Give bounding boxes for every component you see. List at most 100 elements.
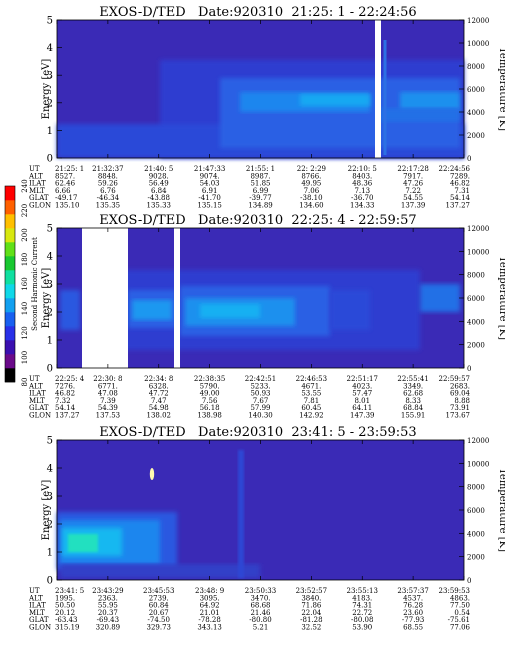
- ephemeris-cell: 68.84: [403, 404, 424, 412]
- ephemeris-cell: 22:38:35: [194, 375, 225, 383]
- y-tick-label: 5: [47, 436, 53, 447]
- ephemeris-cell: 77.06: [450, 624, 471, 632]
- ephemeris-cell: 23:41: 5: [55, 587, 84, 595]
- colorbar-swatch: [5, 214, 15, 229]
- ephemeris-cell: 23:52:57: [296, 587, 327, 595]
- y2-tick-label: 8000: [467, 272, 485, 280]
- y-tick-label: 5: [47, 16, 53, 27]
- ephemeris-cell: 48.36: [352, 180, 373, 188]
- y-tick-label: 1: [47, 336, 53, 347]
- ephemeris-cell: 22.04: [301, 609, 322, 617]
- y-axis-label: Energy [eV]: [41, 59, 52, 120]
- y-tick-label: 2: [47, 98, 53, 109]
- ephemeris-cell: 22:10: 5: [348, 165, 377, 173]
- ephemeris-cell: 6.66: [55, 187, 71, 195]
- ephemeris-cell: 137.27: [55, 412, 80, 420]
- ephemeris-cell: 6328.: [149, 382, 169, 390]
- ephemeris-cell: 62.46: [55, 180, 76, 188]
- ephemeris-cell: 22:17:28: [397, 165, 428, 173]
- ephemeris-cell: 47.08: [98, 390, 118, 398]
- ephemeris-cell: 5233.: [250, 382, 270, 390]
- ephemeris-cell: 22:51:17: [347, 375, 378, 383]
- ephemeris-cell: -75.61: [448, 616, 470, 624]
- ephemeris-row-label: ILAT: [29, 390, 46, 398]
- ephemeris-cell: 23:50:33: [245, 587, 276, 595]
- ephemeris-cell: 32.52: [301, 624, 321, 632]
- ephemeris-cell: 22:30: 8: [93, 375, 122, 383]
- ephemeris-cell: 138.02: [147, 412, 172, 420]
- ephemeris-row-label: UT: [29, 165, 40, 173]
- ephemeris-cell: 21:32:37: [92, 165, 123, 173]
- ephemeris-cell: 73.91: [450, 404, 470, 412]
- ephemeris-cell: 53.90: [352, 624, 372, 632]
- ephemeris-cell: 54.14: [55, 404, 76, 412]
- panel-1-title: EXOS-D/TED Date:920310 21:25: 1 - 22:24:…: [99, 5, 416, 20]
- ephemeris-cell: 68.55: [403, 624, 423, 632]
- ephemeris-cell: 64.11: [352, 404, 372, 412]
- ephemeris-cell: 23:43:29: [92, 587, 123, 595]
- y-axis-label: Energy [eV]: [41, 480, 52, 541]
- ephemeris-cell: 22:59:57: [439, 375, 470, 383]
- ephemeris-cell: 155.91: [401, 412, 426, 420]
- y2-tick-label: 10000: [467, 460, 489, 468]
- colorbar-swatch: [5, 200, 15, 215]
- ephemeris-cell: 7.56: [202, 397, 218, 405]
- ephemeris-cell: 56.18: [200, 404, 220, 412]
- colorbar-swatch: [5, 340, 15, 355]
- ephemeris-cell: 22.72: [352, 609, 372, 617]
- y-axis-label: Energy [eV]: [41, 268, 52, 329]
- ephemeris-cell: 47.72: [149, 390, 169, 398]
- ephemeris-cell: -77.93: [402, 616, 424, 624]
- ephemeris-cell: 8848.: [98, 172, 118, 180]
- ephemeris-cell: 7917.: [403, 172, 423, 180]
- ephemeris-cell: 60.45: [301, 404, 321, 412]
- y2-tick-label: 6000: [467, 295, 485, 303]
- ephemeris-cell: 23:45:53: [143, 587, 174, 595]
- ephemeris-row-label: GLAT: [29, 616, 49, 624]
- y2-tick-label: 0: [467, 365, 471, 373]
- colorbar-swatch: [5, 368, 15, 383]
- ephemeris-row-label: MLT: [29, 609, 45, 617]
- ephemeris-cell: 8403.: [352, 172, 372, 180]
- colorbar-swatch: [5, 270, 15, 285]
- ephemeris-cell: -46.34: [97, 194, 120, 202]
- ephemeris-cell: 54.03: [200, 180, 220, 188]
- colorbar-swatch: [5, 326, 15, 341]
- ephemeris-cell: 20.37: [98, 609, 118, 617]
- y2-tick-label: 10000: [467, 248, 489, 256]
- ephemeris-cell: 46.82: [450, 180, 470, 188]
- ephemeris-cell: 137.53: [96, 412, 121, 420]
- ephemeris-cell: 46.82: [55, 390, 75, 398]
- colorbar-swatch: [5, 256, 15, 271]
- ephemeris-cell: 9074.: [200, 172, 220, 180]
- ephemeris-cell: 68.68: [250, 602, 270, 610]
- colorbar-tick-label: 100: [21, 351, 29, 364]
- colorbar-tick-label: 80: [21, 378, 29, 387]
- y2-tick-label: 6000: [467, 86, 485, 94]
- panel-1: EXOS-D/TED Date:920310 21:25: 1 - 22:24:…: [28, 5, 505, 210]
- ephemeris-cell: 6.91: [202, 187, 218, 195]
- y2-axis-label: Temperature [K]: [497, 47, 505, 131]
- ephemeris-cell: 8.33: [405, 397, 421, 405]
- ephemeris-cell: 5790.: [200, 382, 220, 390]
- y-tick-label: 1: [47, 126, 53, 137]
- ephemeris-cell: 22:24:56: [439, 165, 471, 173]
- ephemeris-cell: 23:55:13: [347, 587, 378, 595]
- ephemeris-cell: 7.47: [151, 397, 167, 405]
- ephemeris-cell: 77.50: [450, 602, 470, 610]
- ephemeris-cell: 135.33: [147, 202, 172, 210]
- ephemeris-row-label: GLON: [29, 202, 51, 210]
- ephemeris-cell: 60.84: [149, 602, 170, 610]
- y2-tick-label: 4000: [467, 109, 485, 117]
- ephemeris-cell: 69.04: [450, 390, 471, 398]
- ephemeris-cell: 140.30: [248, 412, 273, 420]
- y2-tick-label: 8000: [467, 484, 485, 492]
- y-tick-label: 3: [47, 71, 53, 82]
- y2-tick-label: 2000: [467, 132, 485, 140]
- colorbar-swatch: [5, 298, 15, 313]
- y2-axis-label: Temperature [K]: [497, 256, 505, 340]
- y2-axis-label: Temperature [K]: [497, 468, 505, 552]
- ephemeris-cell: 173.67: [446, 412, 471, 420]
- ephemeris-cell: 8766.: [301, 172, 321, 180]
- panel-1-heatmap: [57, 20, 464, 158]
